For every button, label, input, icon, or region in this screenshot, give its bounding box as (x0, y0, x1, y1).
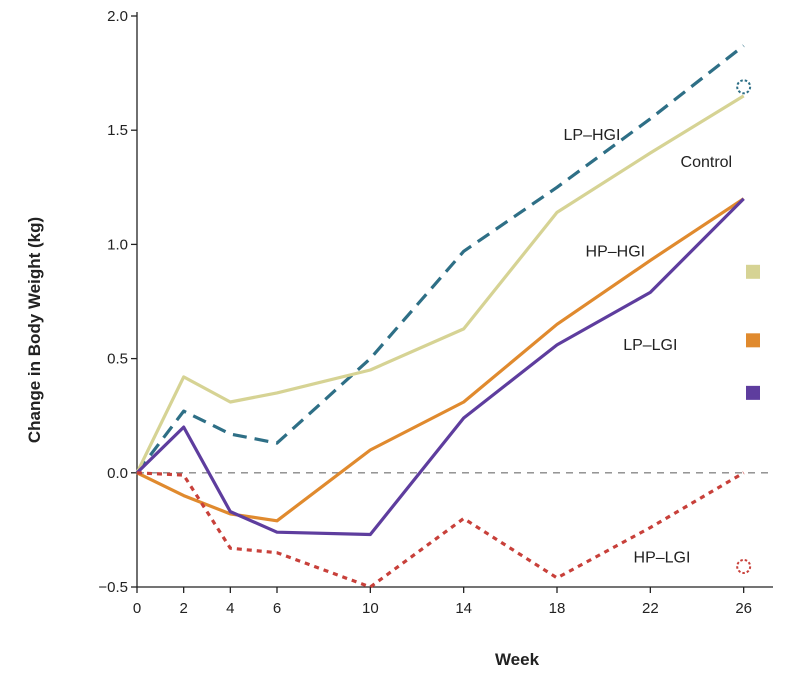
x-tick-label: 0 (133, 600, 141, 617)
y-tick-label: 0.0 (107, 465, 128, 482)
series-label-hp-hgi: HP–HGI (586, 243, 646, 260)
series-line-control (135, 94, 745, 474)
series-line-lp-lgi (135, 197, 745, 537)
x-tick-label: 6 (273, 600, 281, 617)
y-tick-label: 2.0 (107, 8, 128, 25)
series-layer (135, 44, 760, 589)
y-axis-title: Change in Body Weight (kg) (25, 217, 44, 443)
labels-layer: LP–HGI Control HP–HGI LP–LGI HP–LGI (564, 127, 733, 567)
y-tick-label: 1.0 (107, 236, 128, 253)
x-tick-label: 18 (549, 600, 566, 617)
legend-marker-hp-hgi (746, 333, 760, 348)
series-label-lp-lgi: LP–LGI (623, 337, 677, 354)
series-line-hp-lgi (136, 471, 745, 589)
series-label-lp-hgi: LP–HGI (564, 127, 621, 144)
legend-marker-lp-lgi (746, 385, 760, 400)
legend-marker-lp-hgi (736, 79, 752, 95)
x-tick-label: 14 (455, 600, 472, 617)
axes: −0.5 0.0 0.5 1.0 1.5 2.0 0 2 4 6 10 14 18 22 26 (98, 8, 773, 617)
x-tick-label: 26 (735, 600, 752, 617)
series-line-lp-hgi (135, 44, 745, 474)
x-tick-label: 4 (226, 600, 234, 617)
legend-marker-hp-lgi (736, 558, 752, 574)
x-tick-label: 2 (179, 600, 187, 617)
x-axis-title: Week (495, 650, 540, 669)
legend-marker-control (746, 264, 760, 279)
y-tick-label: 0.5 (107, 351, 128, 368)
x-tick-label: 22 (642, 600, 659, 617)
series-label-hp-lgi: HP–LGI (634, 549, 691, 566)
y-tick-label: −0.5 (98, 579, 128, 596)
series-line-hp-hgi (136, 197, 745, 523)
y-tick-label: 1.5 (107, 122, 128, 139)
series-label-control: Control (681, 154, 733, 171)
x-tick-label: 10 (362, 600, 379, 617)
